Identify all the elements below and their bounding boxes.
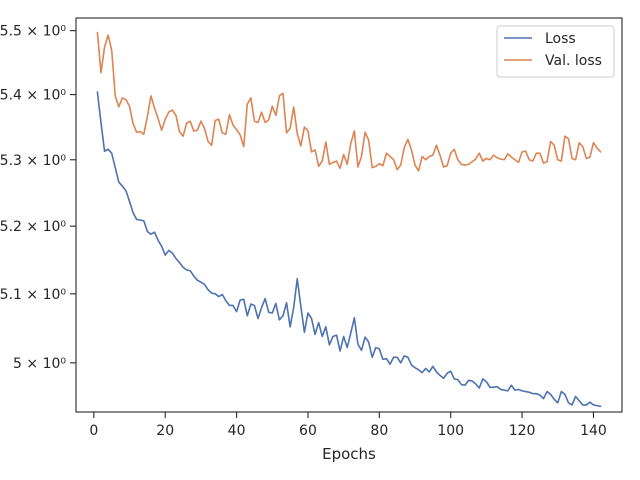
x-tick-label: 140 bbox=[580, 423, 607, 439]
y-tick-label: 5.5 × 10⁰ bbox=[0, 24, 66, 40]
y-tick-label: 5.2 × 10⁰ bbox=[0, 219, 66, 235]
x-tick-label: 0 bbox=[89, 423, 98, 439]
legend: Loss Val. loss bbox=[496, 25, 615, 78]
y-tick-label: 5.3 × 10⁰ bbox=[0, 153, 66, 169]
x-axis: 0 20 40 60 80 100 120 140 bbox=[89, 412, 607, 439]
legend-label-val-loss: Val. loss bbox=[545, 53, 602, 69]
y-axis: 5 × 10⁰ 5.1 × 10⁰ 5.2 × 10⁰ 5.3 × 10⁰ 5.4 × … bbox=[0, 24, 76, 372]
x-tick-label: 80 bbox=[370, 423, 388, 439]
y-tick-label: 5 × 10⁰ bbox=[13, 356, 66, 372]
x-tick-label: 100 bbox=[437, 423, 464, 439]
legend-label-loss: Loss bbox=[545, 31, 576, 47]
series-line-loss bbox=[96, 91, 602, 408]
x-axis-label: Epochs bbox=[322, 445, 376, 463]
y-tick-label: 5.4 × 10⁰ bbox=[0, 88, 66, 104]
series-lines bbox=[96, 31, 602, 408]
y-tick-label: 5.1 × 10⁰ bbox=[0, 287, 66, 303]
x-tick-label: 60 bbox=[299, 423, 317, 439]
x-tick-label: 40 bbox=[228, 423, 246, 439]
x-tick-label: 20 bbox=[156, 423, 174, 439]
plot-area bbox=[75, 17, 623, 413]
x-tick-label: 120 bbox=[509, 423, 536, 439]
series-line-val-loss bbox=[96, 31, 602, 172]
